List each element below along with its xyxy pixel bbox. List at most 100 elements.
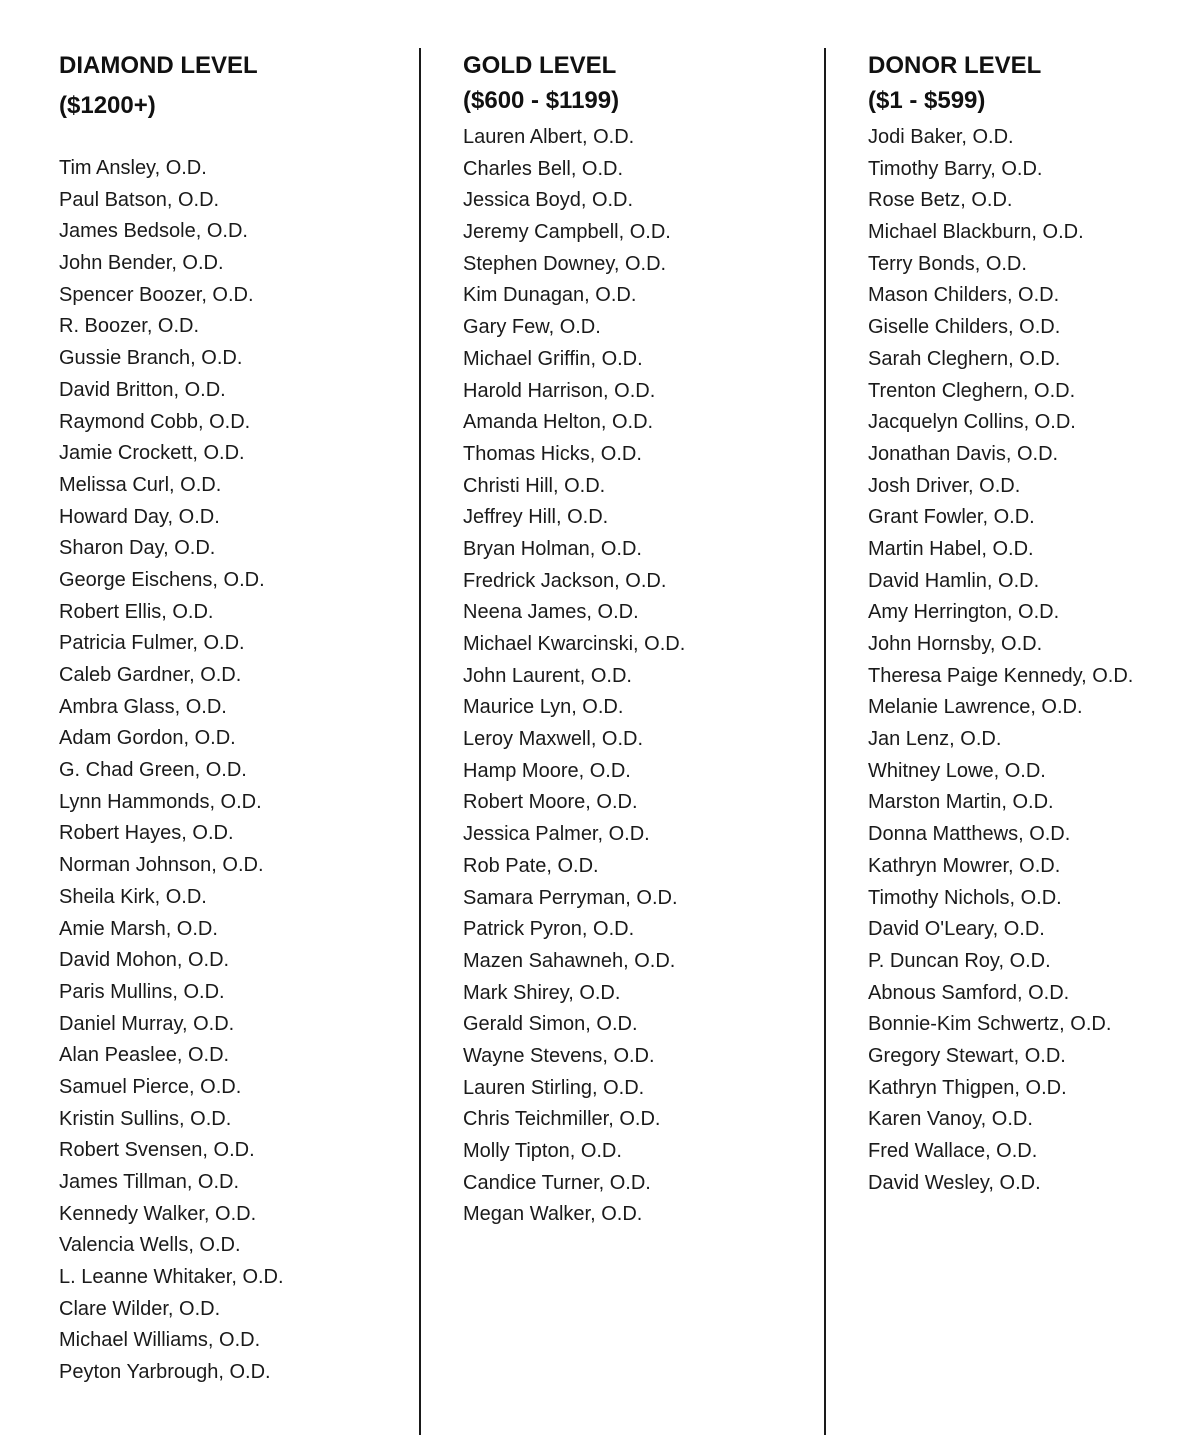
donor-name: Giselle Childers, O.D. — [868, 316, 1061, 339]
donor-name: Howard Day, O.D. — [59, 505, 220, 528]
donor-name: Ambra Glass, O.D. — [59, 695, 227, 718]
donor-name: Jonathan Davis, O.D. — [868, 442, 1059, 465]
donor-name: Karen Vanoy, O.D. — [868, 1108, 1033, 1131]
donor-name: Samara Perryman, O.D. — [463, 886, 678, 909]
donor-name: Peyton Yarbrough, O.D. — [59, 1361, 271, 1384]
donor-name: Josh Driver, O.D. — [868, 474, 1021, 497]
donor-name: Kennedy Walker, O.D. — [59, 1202, 257, 1225]
donor-name: Paris Mullins, O.D. — [59, 980, 225, 1003]
donor-name: Terry Bonds, O.D. — [868, 252, 1027, 275]
donor-name: Clare Wilder, O.D. — [59, 1297, 221, 1320]
donor-name: Amie Marsh, O.D. — [59, 917, 218, 940]
donor-name: Melanie Lawrence, O.D. — [868, 696, 1083, 719]
donor-name: Raymond Cobb, O.D. — [59, 410, 251, 433]
donor-name: Robert Svensen, O.D. — [59, 1139, 255, 1162]
level-range: ($600 - $1199) — [463, 87, 620, 114]
donor-name: Jamie Crockett, O.D. — [59, 442, 245, 465]
donor-name: Kristin Sullins, O.D. — [59, 1107, 232, 1130]
donor-name: Maurice Lyn, O.D. — [463, 696, 624, 719]
donor-name: Amy Herrington, O.D. — [868, 601, 1060, 624]
donor-name: Theresa Paige Kennedy, O.D. — [868, 664, 1134, 687]
donor-name: Robert Moore, O.D. — [463, 791, 638, 814]
donor-name: Jeffrey Hill, O.D. — [463, 506, 609, 529]
donor-name: Sheila Kirk, O.D. — [59, 885, 207, 908]
donor-name: Kim Dunagan, O.D. — [463, 284, 637, 307]
donor-name: Thomas Hicks, O.D. — [463, 442, 642, 465]
donor-name: Gary Few, O.D. — [463, 316, 601, 339]
donor-name: Christi Hill, O.D. — [463, 474, 606, 497]
donor-name: Jeremy Campbell, O.D. — [463, 221, 671, 244]
donor-name: George Eischens, O.D. — [59, 568, 265, 591]
donor-name: Daniel Murray, O.D. — [59, 1012, 235, 1035]
donor-name: Harold Harrison, O.D. — [463, 379, 656, 402]
donor-name: Paul Batson, O.D. — [59, 188, 220, 211]
donor-name: Hamp Moore, O.D. — [463, 759, 631, 782]
donor-name: Robert Hayes, O.D. — [59, 822, 234, 845]
donor-name: Melissa Curl, O.D. — [59, 473, 222, 496]
donor-name: Sharon Day, O.D. — [59, 537, 216, 560]
donor-name: Molly Tipton, O.D. — [463, 1140, 622, 1162]
donor-name: Caleb Gardner, O.D. — [59, 664, 242, 686]
donor-name: Mark Shirey, O.D. — [463, 981, 621, 1004]
level-title: DIAMOND LEVEL — [59, 52, 258, 79]
donor-name: Samuel Pierce, O.D. — [59, 1075, 242, 1098]
donor-name: Kathryn Thigpen, O.D. — [868, 1076, 1067, 1099]
level-range: ($1200+) — [59, 92, 156, 119]
donor-name: R. Boozer, O.D. — [59, 315, 200, 338]
level-title: GOLD LEVEL — [463, 52, 617, 79]
donor-name: L. Leanne Whitaker, O.D. — [59, 1266, 284, 1289]
donor-name: Donna Matthews, O.D. — [868, 823, 1071, 846]
donor-name: Sarah Cleghern, O.D. — [868, 347, 1061, 370]
donor-name: Chris Teichmiller, O.D. — [463, 1108, 661, 1131]
donor-name: Jan Lenz, O.D. — [868, 728, 1002, 751]
donor-name: Abnous Samford, O.D. — [868, 981, 1070, 1004]
donor-name: Candice Turner, O.D. — [463, 1171, 651, 1194]
level-title: DONOR LEVEL — [868, 52, 1042, 79]
donor-name: John Laurent, O.D. — [463, 664, 632, 687]
donor-name: Jodi Baker, O.D. — [868, 126, 1014, 148]
donor-name: Stephen Downey, O.D. — [463, 252, 667, 275]
donor-name: Rose Betz, O.D. — [868, 189, 1013, 212]
donor-name: Marston Martin, O.D. — [868, 791, 1054, 814]
donor-name: Lauren Albert, O.D. — [463, 126, 635, 148]
donor-name: Leroy Maxwell, O.D. — [463, 728, 644, 751]
donor-name: G. Chad Green, O.D. — [59, 759, 247, 782]
donor-name: Mason Childers, O.D. — [868, 284, 1060, 307]
donor-name: Bryan Holman, O.D. — [463, 537, 642, 560]
donor-name: Gussie Branch, O.D. — [59, 347, 243, 370]
donor-name: Michael Williams, O.D. — [59, 1329, 261, 1352]
donor-name: John Hornsby, O.D. — [868, 633, 1043, 655]
donor-name: Trenton Cleghern, O.D. — [868, 379, 1076, 402]
donor-name: P. Duncan Roy, O.D. — [868, 949, 1051, 972]
donor-name: Gerald Simon, O.D. — [463, 1013, 638, 1036]
donor-name: Lauren Stirling, O.D. — [463, 1076, 645, 1099]
donor-name: Charles Bell, O.D. — [463, 157, 624, 180]
donor-name: Rob Pate, O.D. — [463, 854, 599, 877]
donor-name: Tim Ansley, O.D. — [59, 157, 207, 179]
donor-name: Jacquelyn Collins, O.D. — [868, 411, 1076, 434]
donor-name: Adam Gordon, O.D. — [59, 727, 236, 750]
donor-name: Megan Walker, O.D. — [463, 1203, 643, 1226]
donor-name: Wayne Stevens, O.D. — [463, 1044, 655, 1067]
donor-name: Valencia Wells, O.D. — [59, 1234, 241, 1257]
donor-name: Patrick Pyron, O.D. — [463, 918, 635, 941]
donor-name: David O'Leary, O.D. — [868, 918, 1045, 941]
donor-name: James Tillman, O.D. — [59, 1171, 240, 1193]
donor-name: Mazen Sahawneh, O.D. — [463, 949, 676, 972]
donor-name: Amanda Helton, O.D. — [463, 411, 654, 434]
donor-name: Whitney Lowe, O.D. — [868, 759, 1046, 782]
donor-name: Robert Ellis, O.D. — [59, 600, 214, 623]
donor-list: Jodi Baker, O.D. Timothy Barry, O.D. Rose … — [868, 122, 1133, 1199]
donor-name: Michael Griffin, O.D. — [463, 347, 643, 370]
donor-name: Fred Wallace, O.D. — [868, 1140, 1038, 1162]
donor-name: David Britton, O.D. — [59, 378, 226, 401]
donor-list: Lauren Albert, O.D. Charles Bell, O.D. Jes… — [463, 122, 685, 1231]
donor-name: Timothy Barry, O.D. — [868, 157, 1043, 180]
donor-list: Tim Ansley, O.D. Paul Batson, O.D. James B… — [59, 153, 284, 1389]
donor-name: Fredrick Jackson, O.D. — [463, 569, 667, 592]
donor-name: James Bedsole, O.D. — [59, 220, 248, 243]
donor-name: Jessica Boyd, O.D. — [463, 189, 634, 212]
donor-name: David Hamlin, O.D. — [868, 569, 1040, 592]
donor-name: Bonnie-Kim Schwertz, O.D. — [868, 1013, 1112, 1036]
donor-name: Gregory Stewart, O.D. — [868, 1044, 1066, 1067]
